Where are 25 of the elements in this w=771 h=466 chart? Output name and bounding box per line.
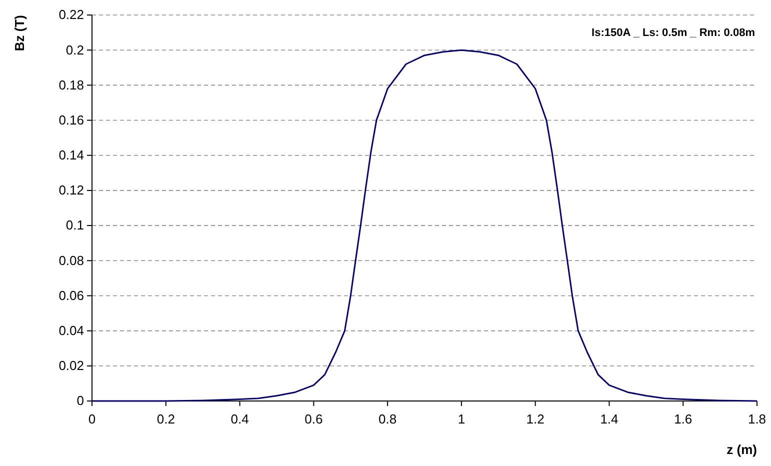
y-tick-label: 0.06 bbox=[58, 288, 84, 303]
y-tick-label: 0.02 bbox=[58, 358, 84, 374]
x-tick-label: 0.4 bbox=[230, 411, 249, 426]
y-axis-title: Bz (T) bbox=[12, 15, 27, 52]
y-tick-label: 0.04 bbox=[58, 322, 84, 338]
y-tick-label: 0.1 bbox=[66, 218, 84, 233]
x-tick-label: 0.2 bbox=[156, 411, 175, 426]
x-tick-label: 1 bbox=[458, 411, 466, 426]
y-tick-label: 0.08 bbox=[58, 252, 84, 268]
x-axis-title: z (m) bbox=[726, 442, 757, 457]
annotation: Is:150A _ Ls: 0.5m _ Rm: 0.08m bbox=[592, 27, 756, 39]
x-tick-label: 1.8 bbox=[748, 411, 766, 426]
x-tick-label: 1.2 bbox=[526, 411, 544, 426]
x-tick-label: 0.8 bbox=[378, 411, 397, 426]
x-tick-label: 1.6 bbox=[674, 411, 692, 426]
y-tick-label: 0 bbox=[76, 393, 84, 408]
y-tick-label: 0.18 bbox=[58, 77, 84, 92]
y-tick-label: 0.2 bbox=[66, 42, 84, 58]
y-tick-label: 0.12 bbox=[58, 182, 84, 198]
x-tick-label: 0.6 bbox=[304, 411, 323, 426]
x-tick-label: 1.4 bbox=[600, 411, 618, 426]
x-tick-label: 0 bbox=[88, 411, 96, 426]
y-tick-label: 0.22 bbox=[58, 7, 84, 22]
y-tick-label: 0.14 bbox=[58, 148, 84, 163]
y-tick-label: 0.16 bbox=[58, 112, 84, 128]
